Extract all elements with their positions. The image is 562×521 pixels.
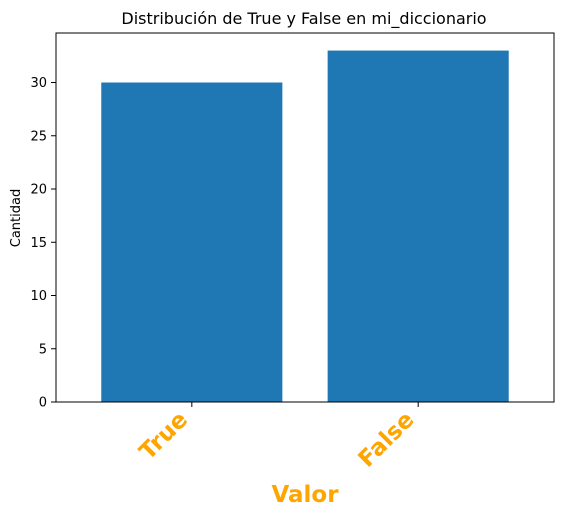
y-axis-label: Cantidad bbox=[9, 189, 24, 247]
y-tick-label-0: 0 bbox=[39, 396, 47, 411]
bars-group bbox=[101, 50, 509, 403]
y-tick-label-5: 5 bbox=[39, 342, 47, 357]
y-tick-label-20: 20 bbox=[30, 183, 47, 198]
x-axis-label: Valor bbox=[271, 482, 339, 508]
bar-true bbox=[101, 82, 283, 403]
chart-title: Distribución de True y False en mi_dicci… bbox=[121, 9, 486, 29]
plot-frame bbox=[55, 32, 555, 403]
y-tick-label-10: 10 bbox=[30, 289, 47, 304]
y-tick-label-25: 25 bbox=[30, 129, 47, 144]
y-tick-label-30: 30 bbox=[30, 76, 47, 91]
bar-false bbox=[327, 50, 509, 402]
y-axis: 0 5 10 15 20 25 30 bbox=[30, 76, 56, 411]
y-tick-label-15: 15 bbox=[30, 236, 47, 251]
